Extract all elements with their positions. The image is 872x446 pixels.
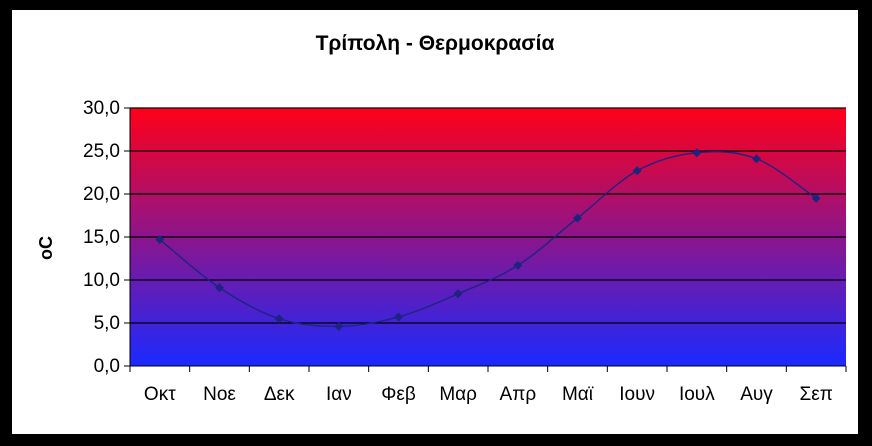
x-tick-label: Μαϊ [562,384,594,405]
y-tick-label: 15,0 [83,227,120,248]
y-tick-label: 25,0 [83,141,120,162]
data-point [573,213,582,223]
chart-frame: Τρίπολη - Θερμοκρασία oC 0,0 5,0 10,0 15,0 2… [12,10,858,434]
y-tick-label: 10,0 [83,270,120,291]
x-tick-label: Φεβ [381,384,416,405]
x-tick-label: Αυγ [740,384,773,405]
data-point [215,283,224,293]
y-tick-label: 0,0 [94,356,120,377]
x-tick-label: Δεκ [264,384,295,405]
data-point [752,154,761,164]
x-tick-label: Οκτ [144,384,176,405]
data-point [513,260,523,270]
x-tick-label: Ιαν [326,384,352,405]
x-tick-label: Σεπ [800,384,833,405]
x-tick-label: Ιουλ [679,384,715,405]
data-point [274,314,284,324]
chart-canvas: Τρίπολη - Θερμοκρασία oC 0,0 5,0 10,0 15,0 2… [36,32,847,405]
x-tick-label: Ιουν [619,384,655,405]
y-axis-label: oC [36,236,56,260]
data-point [394,312,403,322]
y-tick-label: 20,0 [83,184,120,205]
data-point [334,321,344,331]
y-tick-label: 30,0 [83,98,120,119]
data-point [453,289,463,299]
x-tick-label: Μαρ [439,384,477,405]
x-tick-label: Νοε [203,384,236,405]
data-point [811,193,821,203]
data-point [155,235,165,245]
x-tick-label: Απρ [500,384,537,405]
chart-title: Τρίπολη - Θερμοκρασία [316,32,555,55]
data-point [692,148,702,158]
y-tick-label: 5,0 [94,313,120,334]
data-point [632,166,642,176]
